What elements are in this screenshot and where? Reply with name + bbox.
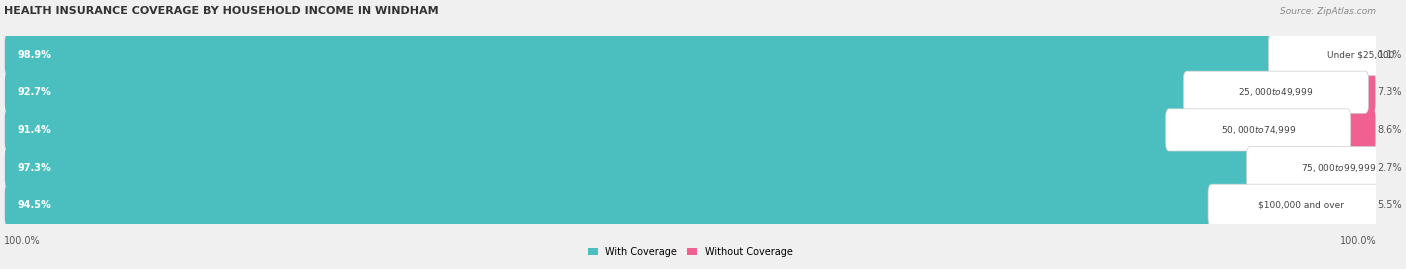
FancyBboxPatch shape [4, 73, 1376, 111]
Legend: With Coverage, Without Coverage: With Coverage, Without Coverage [583, 243, 796, 261]
Text: Under $25,000: Under $25,000 [1327, 50, 1395, 59]
Text: 8.6%: 8.6% [1378, 125, 1402, 135]
FancyBboxPatch shape [1268, 33, 1406, 76]
Text: $50,000 to $74,999: $50,000 to $74,999 [1220, 124, 1296, 136]
FancyBboxPatch shape [1208, 184, 1393, 226]
FancyBboxPatch shape [1344, 109, 1375, 151]
Text: $75,000 to $99,999: $75,000 to $99,999 [1302, 162, 1376, 174]
Text: HEALTH INSURANCE COVERAGE BY HOUSEHOLD INCOME IN WINDHAM: HEALTH INSURANCE COVERAGE BY HOUSEHOLD I… [4, 6, 439, 16]
FancyBboxPatch shape [4, 33, 1275, 76]
FancyBboxPatch shape [4, 71, 1191, 113]
Text: 100.0%: 100.0% [4, 236, 41, 246]
FancyBboxPatch shape [4, 147, 1253, 189]
FancyBboxPatch shape [4, 184, 1215, 226]
Text: 94.5%: 94.5% [18, 200, 52, 210]
FancyBboxPatch shape [4, 109, 1173, 151]
FancyBboxPatch shape [1362, 71, 1375, 113]
FancyBboxPatch shape [1247, 147, 1406, 189]
Text: 7.3%: 7.3% [1378, 87, 1402, 97]
Text: $100,000 and over: $100,000 and over [1257, 201, 1344, 210]
Text: 100.0%: 100.0% [1340, 236, 1376, 246]
Text: 5.5%: 5.5% [1378, 200, 1402, 210]
Text: 92.7%: 92.7% [18, 87, 52, 97]
FancyBboxPatch shape [4, 111, 1376, 149]
Text: 1.1%: 1.1% [1378, 49, 1402, 59]
Text: 97.3%: 97.3% [18, 162, 52, 173]
Text: Source: ZipAtlas.com: Source: ZipAtlas.com [1279, 7, 1376, 16]
Text: 2.7%: 2.7% [1378, 162, 1402, 173]
FancyBboxPatch shape [4, 186, 1376, 224]
FancyBboxPatch shape [4, 149, 1376, 186]
Text: 98.9%: 98.9% [18, 49, 52, 59]
FancyBboxPatch shape [1184, 71, 1368, 113]
FancyBboxPatch shape [1166, 109, 1351, 151]
Text: 91.4%: 91.4% [18, 125, 52, 135]
Text: $25,000 to $49,999: $25,000 to $49,999 [1239, 86, 1313, 98]
FancyBboxPatch shape [4, 36, 1376, 73]
